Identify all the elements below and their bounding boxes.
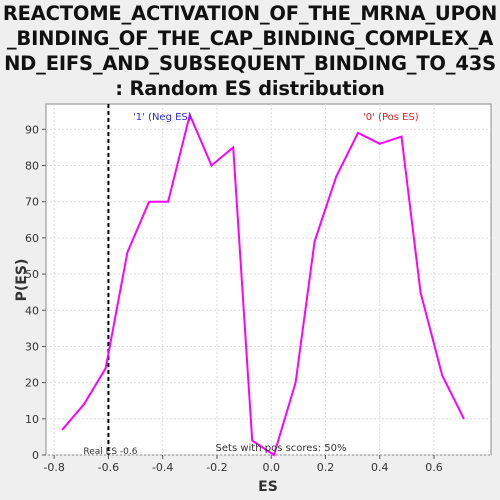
x-axis-label: ES <box>258 479 278 495</box>
y-tick-label: 10 <box>25 413 39 426</box>
axes: 0 10 20 30 40 50 60 70 80 90 -0.8 -0.6 -0.4 -0.2 0.0 0.… <box>25 123 443 474</box>
data-point <box>83 403 85 405</box>
pos-es-label: '0' (Pos ES) <box>363 112 419 123</box>
data-point <box>105 367 107 369</box>
data-point <box>232 146 234 149</box>
real-es-label: Real ES -0.6 <box>83 447 137 457</box>
data-point <box>463 418 465 420</box>
x-tick-label: -0.2 <box>206 461 227 474</box>
data-point <box>400 135 403 138</box>
series-line <box>61 111 465 457</box>
real-es-layer: Real ES -0.6 <box>83 104 138 457</box>
data-point <box>273 454 275 456</box>
x-tick-label: -0.4 <box>152 461 173 474</box>
y-axis-label: P(ES) <box>14 259 30 302</box>
chart-title-line-2: _BINDING_OF_THE_CAP_BINDING_COMPLEX_A <box>6 27 494 50</box>
pos-scores-footer: Sets with pos scores: 50% <box>216 443 347 454</box>
data-point <box>148 201 150 203</box>
data-point <box>419 291 422 293</box>
x-tick-label: 0.4 <box>371 461 389 474</box>
x-tick-label: 0.6 <box>425 461 443 474</box>
data-point <box>314 240 316 243</box>
x-tick-label: -0.6 <box>98 461 119 474</box>
x-tick-label: 0.0 <box>262 461 280 474</box>
chart-title-line-3: ND_EIFS_AND_SUBSEQUENT_BINDING_TO_43S <box>4 52 496 75</box>
data-point <box>357 132 359 134</box>
data-point <box>189 114 191 116</box>
chart-title-line-4: : Random ES distribution <box>115 77 385 100</box>
data-point <box>210 164 213 167</box>
data-point <box>251 439 253 442</box>
data-point <box>167 201 169 203</box>
x-tick-label: -0.8 <box>43 461 64 474</box>
neg-es-label: '1' (Neg ES) <box>133 112 192 123</box>
x-tick-label: 0.2 <box>317 461 335 474</box>
data-point <box>441 374 443 376</box>
data-point <box>295 382 297 384</box>
y-tick-label: 30 <box>25 340 39 353</box>
series-layer <box>61 111 465 457</box>
y-tick-label: 40 <box>25 304 39 317</box>
data-point <box>61 429 63 431</box>
chart-title-line-1: REACTOME_ACTIVATION_OF_THE_MRNA_UPON <box>2 2 498 25</box>
annotation-layer: '1' (Neg ES) '0' (Pos ES) Sets with pos sc… <box>133 112 419 454</box>
y-tick-label: 50 <box>25 268 39 281</box>
data-point <box>379 143 381 145</box>
data-point <box>126 251 129 253</box>
y-tick-label: 90 <box>25 123 39 136</box>
y-tick-label: 70 <box>25 196 39 209</box>
data-point <box>335 175 337 177</box>
y-tick-label: 80 <box>25 160 39 173</box>
y-tick-label: 60 <box>25 232 39 245</box>
y-tick-label: 20 <box>25 377 39 390</box>
y-tick-label: 0 <box>32 449 39 462</box>
grid-lines <box>46 104 491 456</box>
plot-background <box>45 103 492 456</box>
